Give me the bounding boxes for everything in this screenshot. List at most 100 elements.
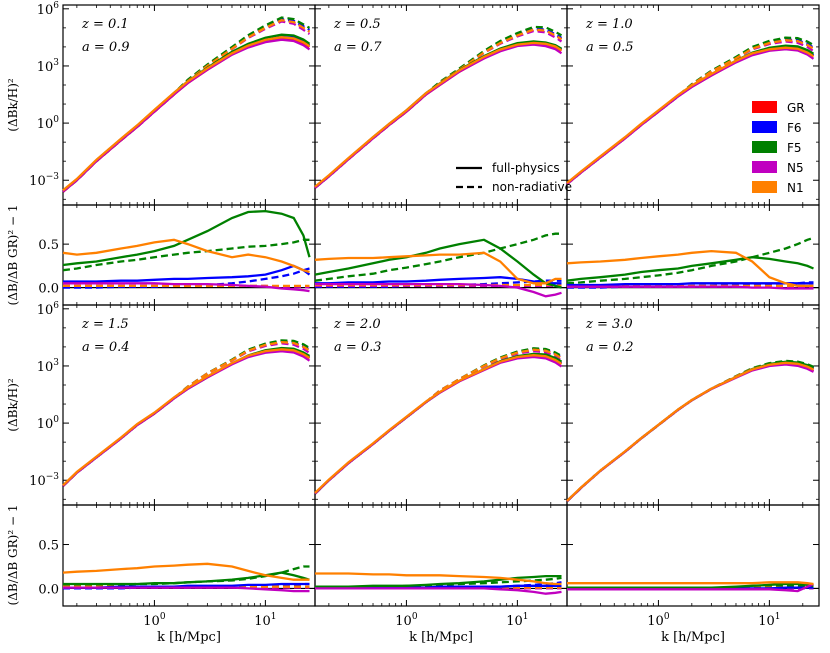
power-line-F6-dashed [62, 340, 311, 487]
y-tick-label: 0.5 [38, 238, 59, 253]
power-line-F6-solid [314, 353, 563, 495]
y-axis-label: (ΔB/ΔB GR)² − 1 [6, 205, 20, 306]
power-line-N1-dashed [566, 360, 814, 502]
power-line-N1-solid [62, 36, 311, 192]
power-line-N1-solid [314, 354, 563, 494]
y-tick-label: 106 [37, 301, 60, 318]
power-line-F6-solid [566, 361, 814, 503]
y-tick-label: 0.5 [38, 539, 59, 554]
y-tick-label: 10−3 [29, 472, 59, 489]
redshift-label: z = 3.0 [585, 317, 633, 332]
y-tick-label: 103 [37, 358, 60, 375]
x-axis-label: k [h/Mpc] [409, 630, 473, 645]
power-line-F5-solid [314, 352, 563, 495]
power-line-N5-solid [62, 38, 311, 193]
x-tick-label: 100 [647, 612, 670, 629]
y-tick-label: 100 [37, 415, 60, 432]
scale-factor-label: a = 0.2 [586, 340, 634, 355]
legend-style-label: full-physics [492, 161, 560, 175]
scale-factor-label: a = 0.7 [334, 40, 382, 55]
ratio-axes-frame [62, 204, 316, 306]
x-axis-label: k [h/Mpc] [157, 630, 221, 645]
scale-factor-label: a = 0.5 [586, 40, 634, 55]
panel-z-3.0: z = 3.0 a = 0.2 100 101 k [h/Mpc] [566, 304, 820, 645]
y-tick-label: 106 [37, 1, 60, 18]
y-tick-label: 103 [37, 58, 60, 75]
power-line-N1-solid [566, 46, 815, 184]
ratio-line-N1-solid [62, 562, 310, 581]
panel-z-1.5: 10−3 100 103 106 0.0 0.5 z = 1.5 a = 0.4 100 101 k… [29, 301, 316, 645]
ratio-line-F5-dashed [314, 232, 562, 282]
y-tick-label: 0.0 [38, 282, 59, 297]
ratio-line-F5-solid [314, 238, 562, 289]
panel-z-0.5: z = 0.5 a = 0.7 [314, 4, 568, 306]
power-line-GR-solid [62, 37, 311, 193]
x-tick-label: 101 [758, 612, 780, 629]
legend-color-swatch [752, 181, 777, 193]
power-line-F6-dashed [566, 360, 814, 503]
ratio-line-N5-solid [63, 282, 310, 293]
ratio-axes-frame [566, 504, 820, 607]
ratio-line-F5-solid [567, 582, 814, 589]
power-line-N1-solid [566, 361, 814, 502]
legend-color-swatch [752, 161, 777, 173]
power-line-F5-solid [62, 33, 311, 192]
power-axes-frame [314, 304, 568, 506]
redshift-label: z = 0.5 [333, 17, 381, 32]
power-line-GR-dashed [62, 340, 311, 487]
ratio-axes-frame [566, 204, 820, 306]
ratio-line-F5-dashed [62, 238, 310, 272]
y-axis-label: (ΔBk/H)² [6, 78, 20, 132]
power-line-F6-solid [62, 35, 311, 193]
power-axes-frame [566, 304, 820, 506]
panel-z-0.1: 10−3 100 103 106 0.0 0.5 z = 0.1 a = 0.9 [29, 1, 316, 306]
power-line-N5-solid [566, 363, 815, 503]
redshift-label: z = 2.0 [333, 317, 381, 332]
power-line-F6-solid [62, 347, 311, 487]
legend-model-label: GR [787, 101, 805, 115]
power-line-N5-dashed [566, 362, 815, 503]
scale-factor-label: a = 0.3 [334, 340, 382, 355]
y-tick-label: 0.0 [38, 582, 59, 597]
x-axis-label: k [h/Mpc] [661, 630, 725, 645]
legend-color-swatch [752, 121, 777, 133]
scale-factor-label: a = 0.9 [82, 40, 130, 55]
power-line-F5-dashed [314, 347, 563, 495]
ratio-line-N5-solid [63, 586, 310, 593]
ratio-line-N5-solid [567, 285, 814, 290]
power-line-N5-solid [62, 350, 311, 487]
ratio-line-N5-solid [315, 587, 562, 595]
power-line-F5-dashed [566, 359, 814, 503]
power-line-N5-dashed [62, 342, 311, 487]
panel-z-1.0: z = 1.0 a = 0.5 [566, 4, 820, 306]
ratio-line-F5-solid [63, 571, 310, 586]
power-line-N5-solid [314, 355, 563, 495]
x-tick-label: 101 [506, 612, 528, 629]
ratio-line-F6-solid [63, 264, 311, 283]
x-tick-label: 100 [395, 612, 418, 629]
x-tick-label: 101 [254, 612, 276, 629]
scale-factor-label: a = 0.4 [82, 340, 130, 355]
ratio-line-F5-dashed [566, 236, 814, 285]
ratio-line-N5-solid [567, 582, 814, 593]
ratio-line-F5-solid [566, 256, 814, 282]
power-axes-frame [314, 4, 568, 206]
legend-color-swatch [752, 141, 777, 153]
redshift-label: z = 1.0 [585, 17, 633, 32]
ratio-line-N1-solid [315, 572, 562, 586]
power-line-N1-dashed [314, 348, 563, 495]
power-line-N1-solid [62, 348, 311, 487]
power-line-GR-dashed [314, 348, 563, 495]
power-line-F5-solid [62, 346, 311, 487]
redshift-label: z = 0.1 [81, 17, 129, 32]
legend-model-label: N1 [787, 181, 804, 195]
ratio-line-F6-solid [567, 282, 814, 287]
power-axes-frame [62, 304, 316, 506]
legend-model-label: N5 [787, 161, 804, 175]
power-line-N1-dashed [62, 340, 311, 487]
power-line-N1-solid [314, 41, 563, 188]
power-line-F6-dashed [314, 347, 563, 495]
ratio-line-N5-solid [315, 282, 562, 298]
ratio-line-N1-solid [566, 249, 814, 288]
